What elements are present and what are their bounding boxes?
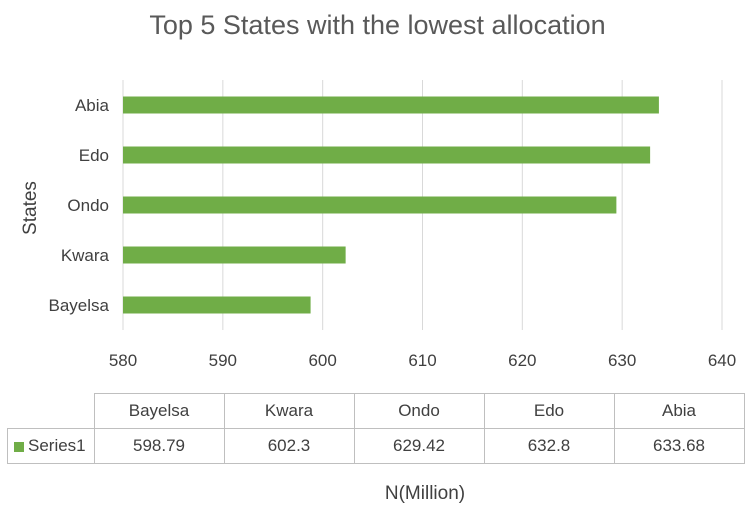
data-table-category-cell: Edo [483, 393, 615, 429]
x-axis-title: N(Million) [384, 483, 466, 504]
x-tick-label: 620 [508, 351, 536, 370]
data-table-header-row: Bayelsa Kwara Ondo Edo Abia [7, 393, 745, 429]
data-table-value-cell: 602.3 [223, 428, 355, 464]
x-tick-label: 630 [608, 351, 636, 370]
category-label-kwara: Kwara [61, 246, 110, 265]
data-table-series-row: Series1 598.79 602.3 629.42 632.8 633.68 [7, 428, 745, 464]
x-tick-label: 580 [109, 351, 137, 370]
data-table-series-cell: Series1 [7, 428, 95, 464]
legend-key-series1 [14, 441, 24, 452]
data-table-corner-cell [7, 393, 95, 429]
x-tick-label: 590 [209, 351, 237, 370]
bar-abia [123, 96, 659, 114]
plot-area: Bayelsa Kwara Ondo Edo Abia 580 590 600 610 620 6… [20, 80, 736, 370]
data-table-category-cell: Bayelsa [93, 393, 225, 429]
data-table-series-label: Series1 [28, 436, 86, 455]
data-table-category-cell: Kwara [223, 393, 355, 429]
bar-ondo [123, 196, 617, 214]
x-tick-label: 640 [708, 351, 736, 370]
bar-bayelsa [123, 296, 311, 314]
category-label-abia: Abia [75, 96, 110, 115]
category-label-edo: Edo [79, 146, 109, 165]
data-table-category-cell: Ondo [353, 393, 485, 429]
data-table-value-cell: 629.42 [353, 428, 485, 464]
data-table: Bayelsa Kwara Ondo Edo Abia Series1 598.79 60… [7, 393, 745, 464]
bar-edo [123, 146, 651, 164]
bars [123, 96, 659, 314]
x-tick-label: 600 [308, 351, 336, 370]
y-axis-title: States [20, 181, 41, 235]
bar-kwara [123, 246, 346, 264]
category-label-bayelsa: Bayelsa [49, 296, 110, 315]
x-tick-label: 610 [408, 351, 436, 370]
category-label-ondo: Ondo [67, 196, 109, 215]
data-table-value-cell: 633.68 [613, 428, 745, 464]
data-table-category-cell: Abia [613, 393, 745, 429]
chart-title: Top 5 States with the lowest allocation [149, 10, 606, 40]
data-table-value-cell: 598.79 [93, 428, 225, 464]
x-tick-labels: 580 590 600 610 620 630 640 [109, 351, 736, 370]
category-labels: Bayelsa Kwara Ondo Edo Abia [49, 96, 110, 315]
data-table-value-cell: 632.8 [483, 428, 615, 464]
